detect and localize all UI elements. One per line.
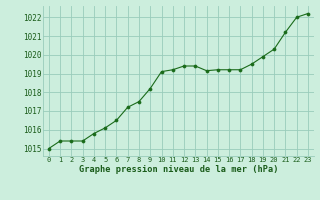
X-axis label: Graphe pression niveau de la mer (hPa): Graphe pression niveau de la mer (hPa) [79,165,278,174]
